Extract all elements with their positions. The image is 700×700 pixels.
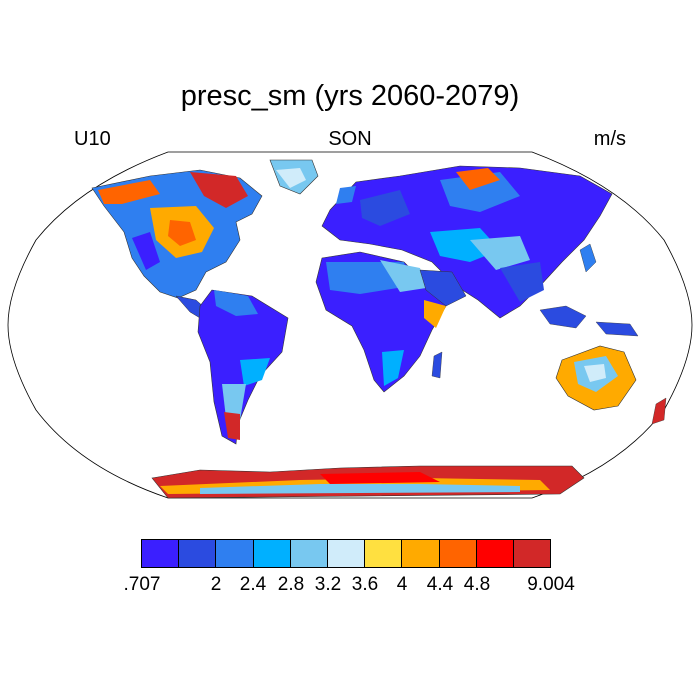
colorbar	[141, 539, 552, 568]
colorbar-swatch	[289, 539, 328, 568]
variable-label: U10	[74, 128, 111, 150]
colorbar-tick-label: 2	[210, 574, 222, 595]
colorbar-tick-label: .707	[123, 574, 161, 595]
colorbar-tick-label: 2.8	[277, 574, 305, 595]
colorbar-tick-label: 4.8	[463, 574, 491, 595]
colorbar-swatch	[438, 539, 477, 568]
colorbar-swatch	[215, 539, 254, 568]
colorbar-tick-label: 3.2	[314, 574, 342, 595]
map-title: presc_sm (yrs 2060-2079)	[180, 80, 520, 112]
colorbar-tick-label: 2.4	[239, 574, 267, 595]
colorbar-tick-label: 4.4	[426, 574, 454, 595]
colorbar-tick-label: 3.6	[351, 574, 379, 595]
units-label: m/s	[593, 128, 626, 150]
se-asia-islands	[539, 305, 587, 329]
colorbar-tick-label: 9.004	[527, 574, 575, 595]
colorbar-swatch	[475, 539, 514, 568]
season-label: SON	[328, 128, 372, 150]
colorbar-swatch	[326, 539, 366, 568]
colorbar-swatch	[178, 539, 217, 568]
colorbar-tick-label: 4	[396, 574, 408, 595]
colorbar-swatch	[512, 539, 552, 568]
colorbar-swatch	[141, 539, 180, 568]
arabia	[419, 269, 467, 307]
colorbar-swatch	[401, 539, 440, 568]
colorbar-swatch	[252, 539, 291, 568]
colorbar-swatch	[364, 539, 403, 568]
